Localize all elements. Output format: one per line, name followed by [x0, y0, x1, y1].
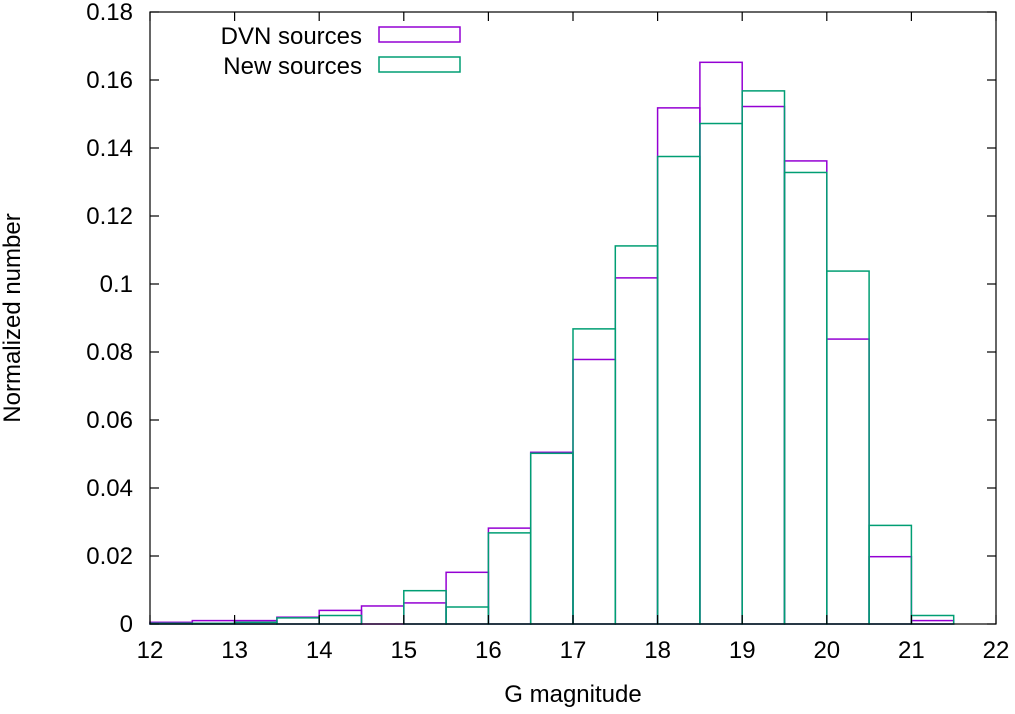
x-tick-label: 21: [898, 637, 925, 664]
series-layer: [149, 61, 955, 625]
legend-swatch-dvn: [378, 26, 461, 43]
x-tick-label: 17: [560, 637, 587, 664]
histogram-bar: [572, 358, 617, 625]
legend-label-dvn: DVN sources: [221, 23, 362, 50]
x-axis-title: G magnitude: [504, 681, 641, 708]
y-tick-label: 0.16: [86, 67, 133, 94]
histogram-bar: [826, 338, 870, 625]
histogram-bar: [783, 171, 828, 625]
x-tick-label: 19: [729, 637, 756, 664]
histogram-bar: [487, 527, 532, 625]
histogram-bar: [868, 555, 913, 625]
histogram-bar: [403, 602, 447, 625]
series-dvn: [149, 61, 955, 625]
y-tick-label: 0.14: [86, 135, 133, 162]
y-tick-label: 0.06: [86, 407, 133, 434]
x-tick-label: 15: [390, 637, 417, 664]
legend-label-new: New sources: [223, 53, 362, 80]
y-tick-label: 0: [120, 611, 133, 638]
y-tick-label: 0.02: [86, 543, 133, 570]
x-tick-label: 20: [813, 637, 840, 664]
histogram-bar: [445, 606, 490, 625]
y-tick-label: 0.08: [86, 339, 133, 366]
histogram-bar: [614, 245, 659, 625]
x-tick-label: 22: [983, 637, 1010, 664]
histogram-bar: [741, 90, 786, 625]
histogram-bar: [445, 571, 490, 625]
x-tick-label: 16: [475, 637, 502, 664]
histogram-bar: [699, 122, 743, 625]
x-tick-label: 12: [137, 637, 164, 664]
histogram-bar: [614, 277, 659, 625]
series-new: [149, 90, 955, 625]
y-tick-label: 0.12: [86, 203, 133, 230]
legend: DVN sources New sources: [221, 23, 461, 80]
legend-swatch-new: [378, 56, 461, 73]
histogram-bar: [360, 605, 405, 625]
histogram-bar: [572, 328, 617, 625]
histogram-bar: [403, 589, 447, 625]
histogram-bar: [529, 452, 574, 625]
histogram-bar: [826, 270, 870, 625]
histogram-bar: [741, 105, 786, 625]
histogram-bar: [699, 61, 743, 625]
histogram-bar: [910, 614, 955, 625]
histogram-bar: [656, 155, 701, 625]
x-tick-label: 14: [306, 637, 333, 664]
histogram-bar: [656, 107, 701, 625]
y-tick-label: 0.18: [86, 0, 133, 26]
x-tick-label: 13: [221, 637, 248, 664]
x-tick-label: 18: [644, 637, 671, 664]
y-axis-title: Normalized number: [0, 213, 26, 422]
histogram-bar: [318, 614, 363, 625]
y-tick-label: 0.1: [100, 271, 133, 298]
histogram-bar: [276, 617, 320, 625]
y-tick-label: 0.04: [86, 475, 133, 502]
histogram-bar: [868, 524, 913, 625]
histogram-bar: [487, 532, 532, 625]
histogram-bar: [318, 609, 363, 625]
histogram-bar: [783, 160, 828, 625]
histogram-bar: [529, 451, 574, 625]
ticks-layer: 12 13 14 15 16 17 18 19 20 21 22 0 0.02 0.04 0.06 0.08 0…: [86, 0, 1009, 664]
